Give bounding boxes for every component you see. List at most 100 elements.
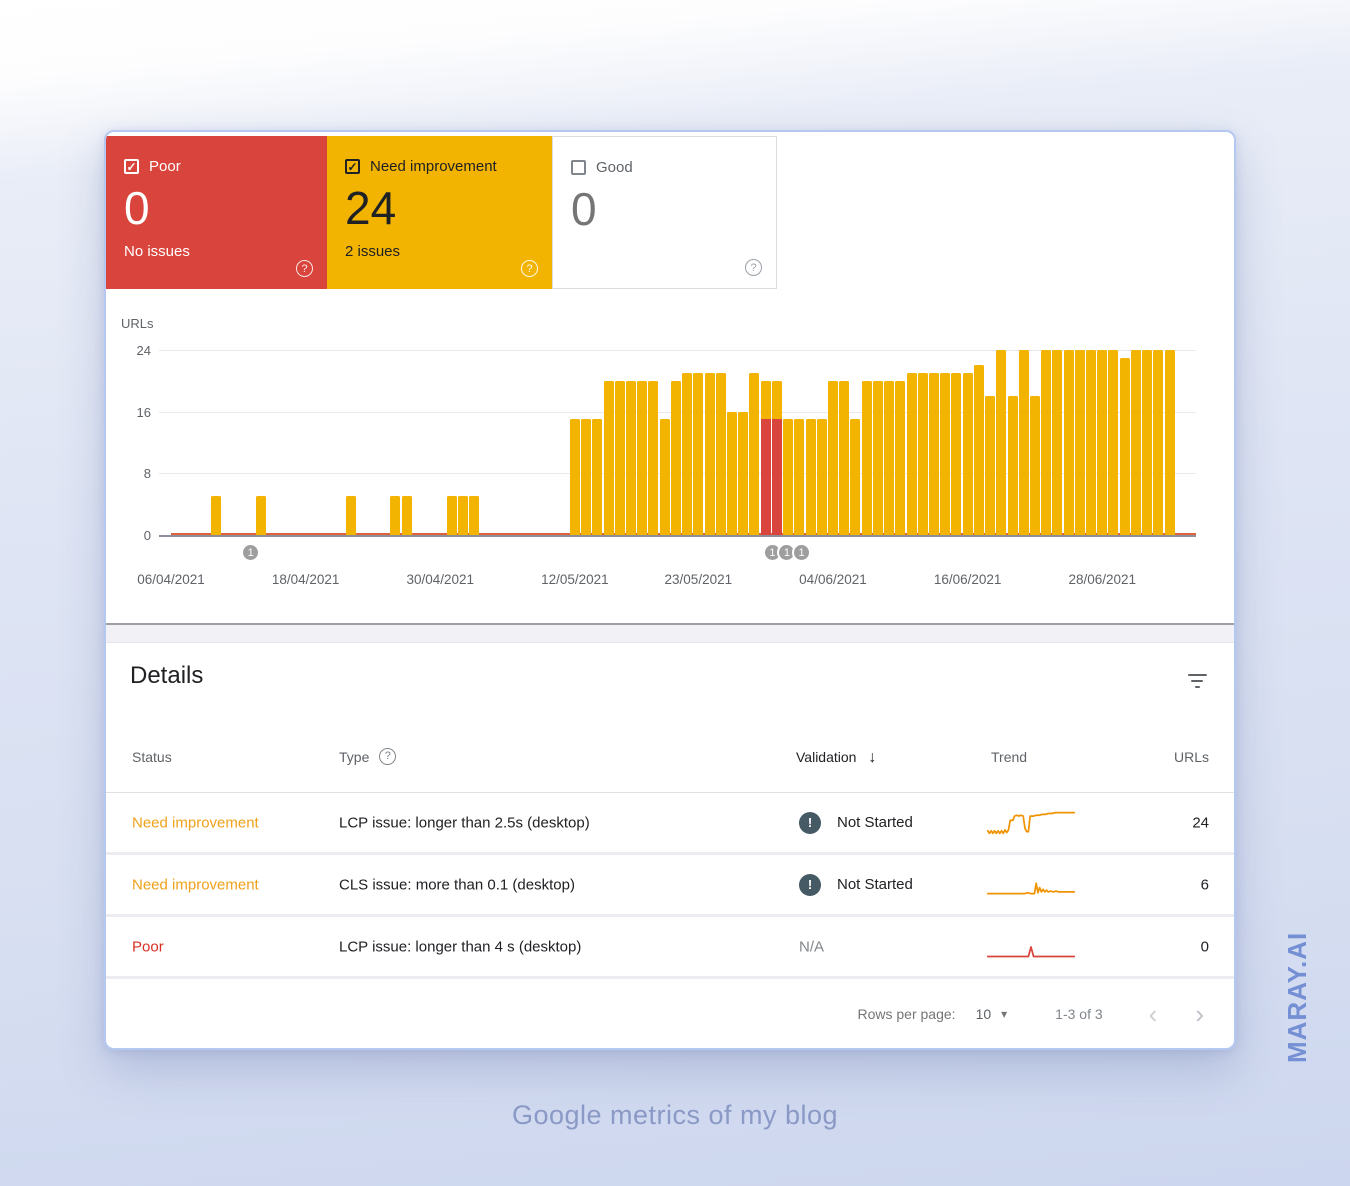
need-improvement-card-label: Need improvement [370,158,497,175]
chart-bar [1074,350,1085,535]
chart-bar [1052,350,1063,535]
need-improvement-checkbox[interactable]: ✓ [345,159,360,174]
card-good[interactable]: Good 0 ? [552,136,777,289]
chart-bar [614,380,625,535]
details-title: Details [130,662,204,689]
x-axis-tick-label: 23/05/2021 [664,572,733,587]
chart-bar [1153,350,1164,535]
header-divider [106,792,1234,793]
status-cell: Need improvement [132,814,259,831]
chart-bar [603,380,614,535]
issue-type-cell: CLS issue: more than 0.1 (desktop) [339,876,575,893]
chart-bar [839,380,850,535]
next-page-button[interactable]: › [1195,999,1204,1029]
details-row[interactable]: Poor LCP issue: longer than 4 s (desktop)… [106,917,1234,979]
search-console-panel: ✓ Poor 0 No issues ? ✓ Need improvement … [104,130,1236,1050]
chart-bar [693,373,704,535]
chart-bar [996,350,1007,535]
poor-checkbox[interactable]: ✓ [124,159,139,174]
x-axis-tick-label: 18/04/2021 [271,572,340,587]
urls-count-cell: 0 [1200,938,1209,955]
urls-bar-chart: URLs 24 16 8 0 1 1 1 1 06/04/2021 18/04/2021 30/04… [106,312,1232,617]
good-checkbox[interactable] [571,160,586,175]
column-header-trend: Trend [991,749,1028,765]
chart-bar-need-improvement-segment [760,380,771,420]
chart-bar [715,373,726,535]
chart-bar [659,419,670,535]
chart-bar [390,496,401,535]
poor-count: 0 [124,182,150,234]
column-header-validation[interactable]: Validation ↓ [796,749,877,766]
rows-per-page-dropdown-icon[interactable]: ▾ [1001,1007,1008,1021]
chart-bar [457,496,468,535]
type-help-icon[interactable]: ? [379,747,397,765]
good-help-icon[interactable]: ? [745,259,762,276]
chart-bar [1018,350,1029,535]
card-need-improvement[interactable]: ✓ Need improvement 24 2 issues ? [327,136,552,289]
chart-bar [468,496,479,535]
urls-count-cell: 6 [1200,876,1209,893]
column-header-status: Status [132,749,172,765]
rows-per-page-value[interactable]: 10 [975,1006,992,1022]
pagination-bar: Rows per page: 10 ▾ 1-3 of 3 ‹ › [858,983,1209,1045]
chart-bar [985,396,996,535]
filter-icon[interactable] [1188,674,1208,690]
y-axis-tick-label: 16 [136,404,151,420]
poor-card-label: Poor [149,158,181,175]
validation-cell: ! Not Started [799,873,913,896]
issue-type-cell: LCP issue: longer than 2.5s (desktop) [339,814,590,831]
chart-bar [917,373,928,535]
poor-help-icon[interactable]: ? [296,260,313,277]
chart-bar [749,373,760,535]
chart-bar [1108,350,1119,535]
urls-count-cell: 24 [1192,814,1209,831]
pagination-range: 1-3 of 3 [1055,1006,1103,1022]
need-improvement-subtext: 2 issues [345,243,401,260]
sort-descending-icon: ↓ [868,749,877,766]
not-started-icon: ! [799,811,821,834]
chart-bar [210,496,221,535]
x-axis-tick-label: 16/06/2021 [933,572,1002,587]
chart-event-marker[interactable]: 1 [241,543,261,562]
chart-bar [446,496,457,535]
details-row[interactable]: Need improvement LCP issue: longer than 2… [106,793,1234,855]
chart-bar [816,419,827,535]
watermark: MARAY.AI [1282,931,1312,1063]
need-improvement-help-icon[interactable]: ? [521,260,538,277]
chart-bar [805,419,816,535]
need-improvement-count: 24 [345,182,397,234]
chart-bar [973,365,984,535]
y-axis-tick-label: 8 [143,466,151,482]
chart-bar [1164,350,1175,535]
chart-bar [704,373,715,535]
chart-bar-poor-segment [771,419,782,535]
chart-bar [940,373,951,535]
trend-sparkline [986,807,1076,839]
chart-bar [884,380,895,535]
chart-bar [592,419,603,535]
previous-page-button[interactable]: ‹ [1148,999,1158,1029]
chart-bar [872,380,883,535]
chart-bar [951,373,962,535]
x-axis-tick-label: 04/06/2021 [799,572,867,587]
rows-per-page-label: Rows per page: [857,1006,956,1022]
x-axis-tick-label: 30/04/2021 [406,572,475,587]
chart-y-axis-title: URLs [121,316,154,331]
chart-bar [569,419,580,535]
chart-bar [1119,357,1130,535]
chart-bar [1041,350,1052,535]
chart-event-marker[interactable]: 1 [792,543,812,562]
chart-bar [581,419,592,535]
column-header-urls: URLs [1173,749,1209,765]
trend-sparkline [986,931,1076,963]
chart-bar [906,373,917,535]
chart-bar [827,380,838,535]
validation-cell: ! Not Started [799,811,913,834]
status-cell: Need improvement [132,876,259,893]
chart-bar [626,380,637,535]
chart-bar [727,411,737,535]
details-row[interactable]: Need improvement CLS issue: more than 0.1… [106,855,1234,917]
card-poor[interactable]: ✓ Poor 0 No issues ? [106,136,327,289]
chart-bar [861,380,872,535]
